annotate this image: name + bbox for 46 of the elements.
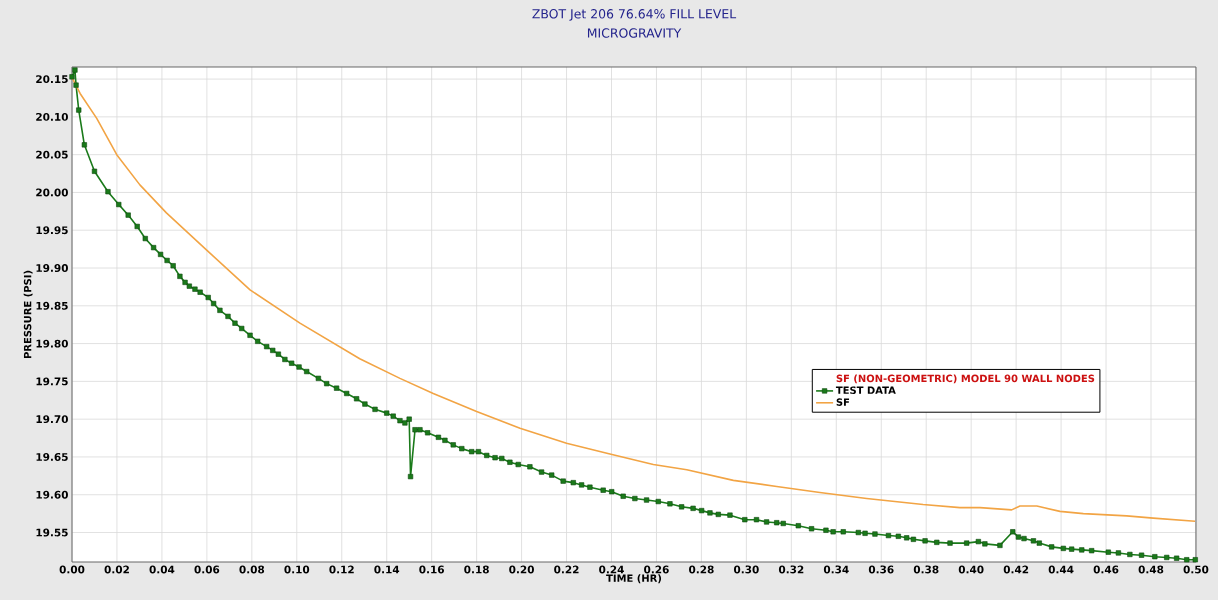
x-tick-label: 0.38 [913, 565, 939, 574]
x-axis-title: TIME (HR) [606, 574, 662, 584]
x-tick-label: 0.26 [644, 565, 669, 574]
x-tick-label: 0.50 [1183, 565, 1209, 574]
legend-title: SF (NON-GEOMETRIC) MODEL 90 WALL NODES [836, 374, 1095, 384]
x-tick-label: 0.36 [868, 565, 894, 574]
y-tick-label: 19.60 [36, 490, 68, 499]
y-tick-label: 19.55 [36, 528, 68, 537]
x-tick-label: 0.12 [329, 565, 354, 574]
y-tick-label: 19.65 [36, 453, 68, 461]
x-tick-label: 0.44 [1048, 565, 1074, 574]
x-tick-label: 0.08 [239, 565, 265, 574]
x-tick-label: 0.06 [194, 565, 220, 574]
x-tick-label: 0.32 [778, 565, 804, 574]
x-tick-label: 0.04 [149, 565, 175, 574]
y-tick-label: 19.85 [36, 301, 68, 310]
y-tick-label: 19.80 [36, 339, 68, 348]
x-tick-label: 0.02 [104, 565, 129, 574]
x-tick-label: 0.10 [284, 565, 310, 574]
legend-label: SF [836, 398, 850, 406]
y-tick-label: 20.15 [36, 75, 68, 84]
y-tick-label: 19.75 [36, 377, 68, 386]
x-tick-label: 0.16 [419, 565, 445, 574]
chart-title: ZBOT Jet 206 76.64% FILL LEVEL [532, 9, 737, 21]
chart-subtitle: MICROGRAVITY [587, 28, 682, 38]
y-tick-label: 20.10 [36, 112, 68, 121]
y-tick-label: 20.00 [36, 188, 68, 197]
y-tick-label: 20.05 [36, 150, 68, 159]
x-tick-label: 0.46 [1093, 565, 1119, 574]
x-tick-label: 0.20 [509, 565, 534, 574]
x-tick-label: 0.42 [1003, 565, 1029, 574]
x-tick-label: 0.00 [59, 565, 85, 574]
x-tick-label: 0.18 [464, 565, 489, 574]
x-tick-label: 0.48 [1138, 565, 1164, 574]
y-tick-label: 19.90 [36, 264, 68, 272]
y-axis-title: PRESSURE (PSI) [23, 270, 33, 359]
x-tick-label: 0.34 [823, 565, 849, 574]
x-tick-label: 0.28 [689, 565, 714, 574]
x-tick-label: 0.30 [733, 565, 759, 574]
legend-label: TEST DATA [835, 386, 896, 394]
x-tick-label: 0.14 [374, 565, 400, 574]
x-tick-label: 0.24 [599, 565, 624, 574]
x-tick-label: 0.22 [554, 565, 579, 574]
y-tick-label: 19.70 [36, 415, 68, 424]
y-tick-label: 19.95 [36, 226, 68, 235]
x-tick-label: 0.40 [958, 565, 984, 574]
